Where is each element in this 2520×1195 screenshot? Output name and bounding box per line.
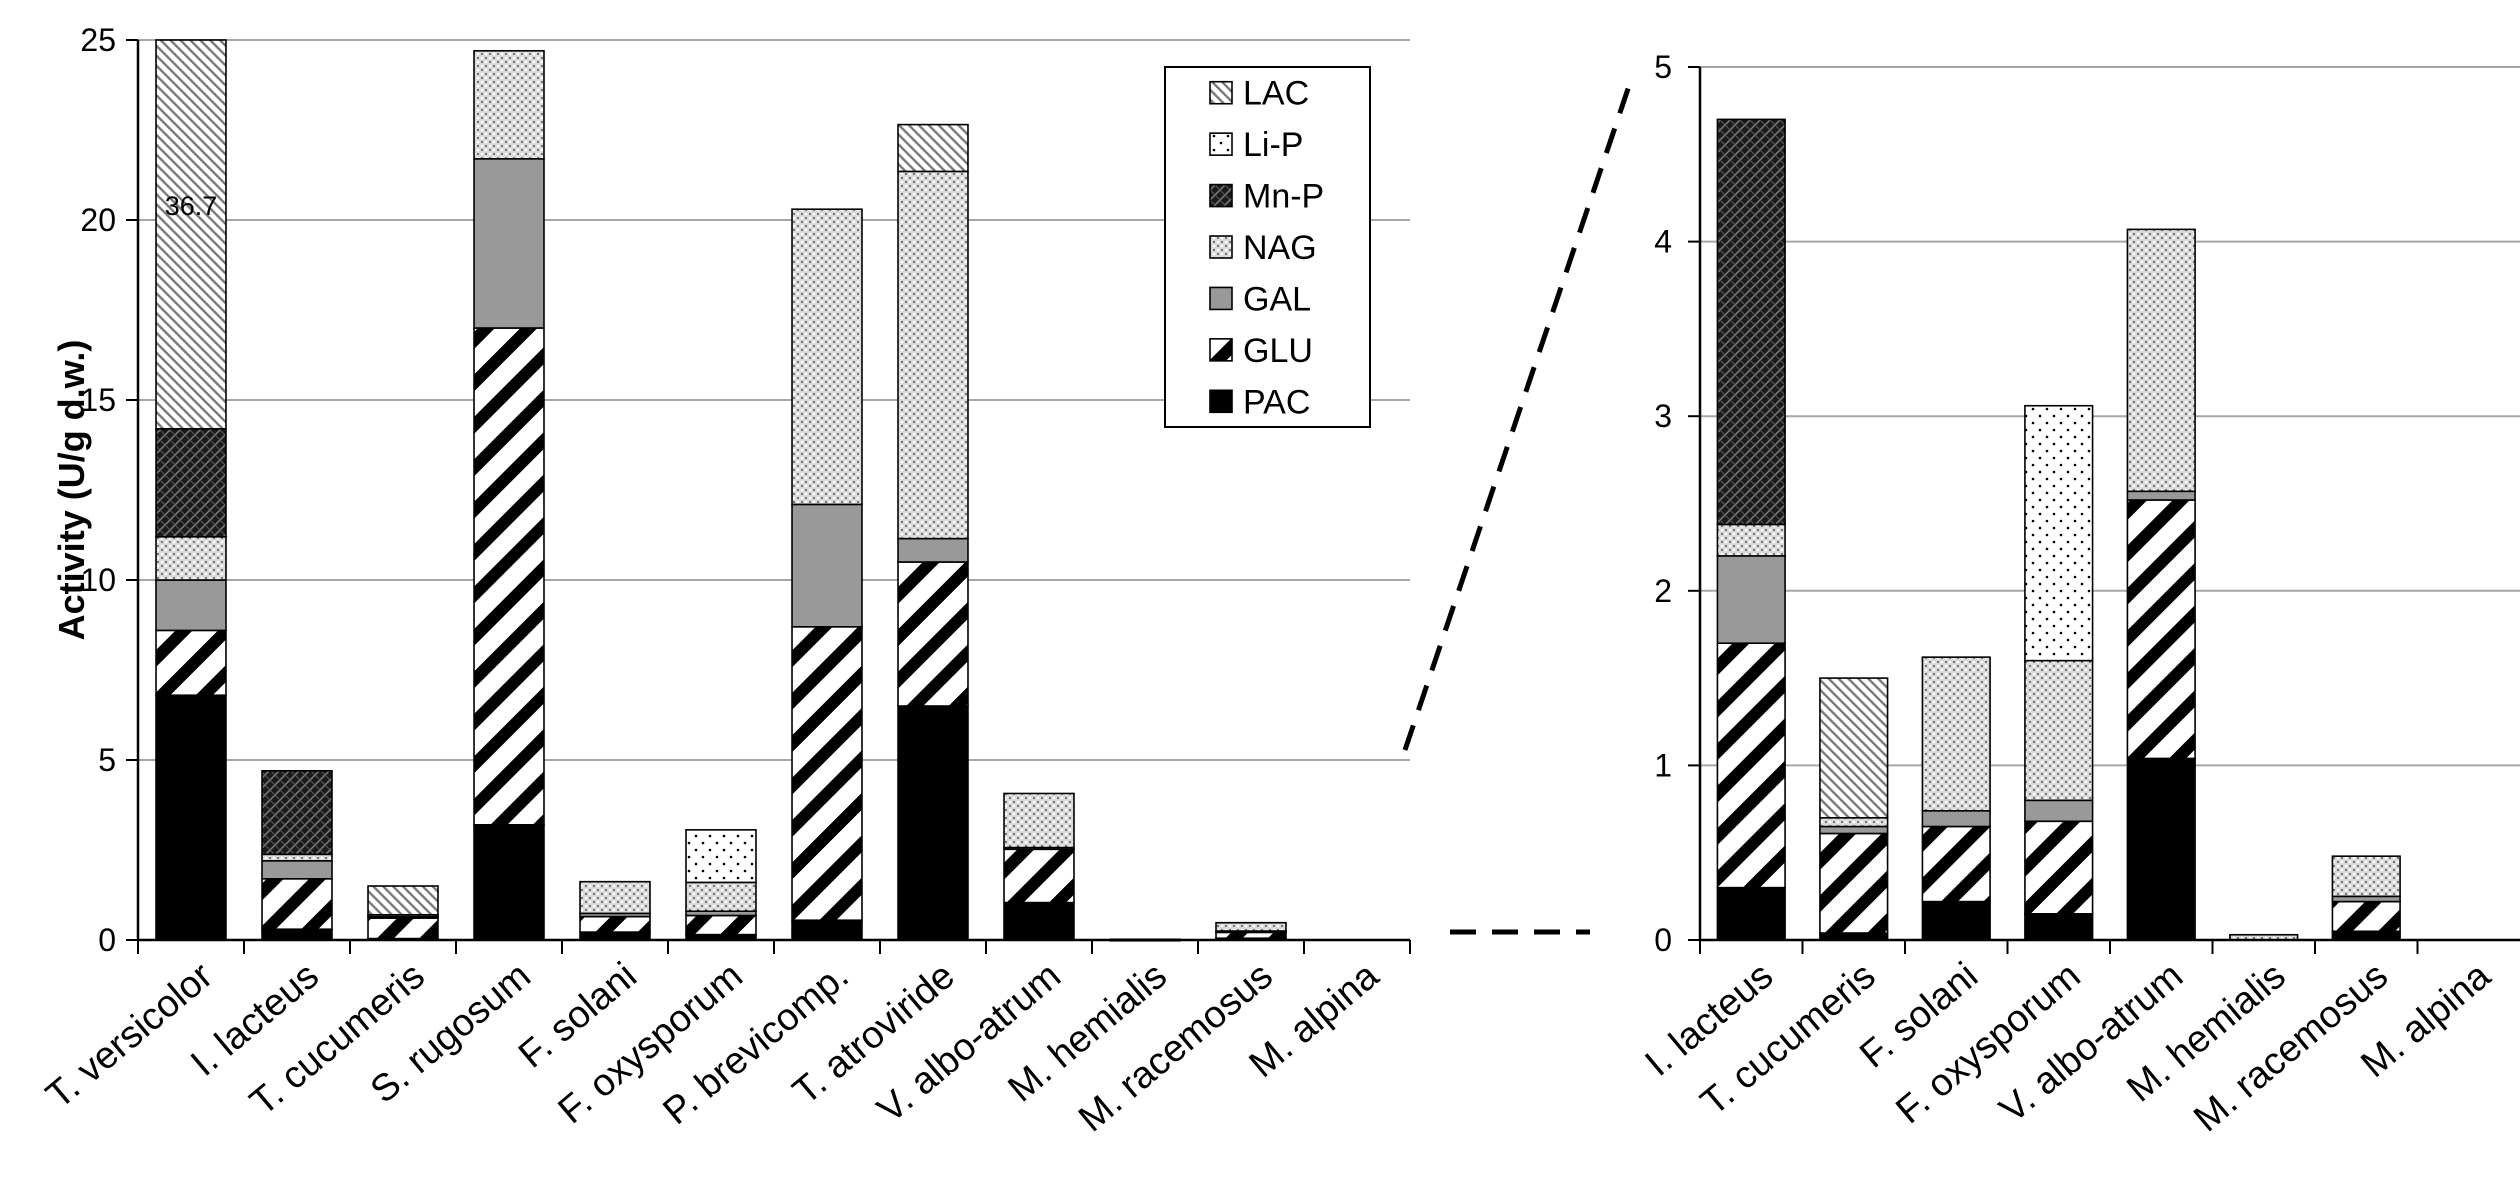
right-y-tick-label: 4	[1654, 224, 1672, 260]
left-bar-gal-p-brevicomp	[791, 503, 863, 628]
left-bar-nag-s-rugosum	[473, 49, 545, 160]
right-bar-pac-f-solani	[1921, 900, 1991, 941]
left-bar-gal-s-rugosum	[473, 158, 545, 329]
right-y-tick-label: 5	[1654, 49, 1672, 85]
right-bar-glu-i-lacteus	[1716, 642, 1786, 889]
legend-label-gal: GAL	[1243, 280, 1311, 318]
right-bar-li-p-f-oxysporum	[2024, 404, 2094, 662]
left-bar-glu-t-atroviride	[897, 561, 969, 707]
left-bar-nag-t-atroviride	[897, 170, 969, 540]
left-bar-lac-t-atroviride	[897, 123, 969, 173]
left-bar-nag-v-albo-atrum	[1003, 792, 1075, 849]
left-bar-pac-t-atroviride	[897, 705, 969, 941]
right-bar-gal-v-albo-atrum	[2126, 490, 2196, 501]
right-bar-pac-m-racemosus	[2331, 930, 2401, 941]
left-bar-gal-t-versicolor	[155, 579, 227, 632]
right-bar-glu-f-solani	[1921, 825, 1991, 903]
left-bar-gal-t-atroviride	[897, 537, 969, 563]
left-bar-mn-p-t-versicolor	[155, 427, 227, 538]
left-x-tick-label-f-oxysporum: F. oxysporum	[551, 955, 751, 1132]
left-bar-nag-p-brevicomp	[791, 208, 863, 506]
legend-swatch-lac	[1209, 80, 1233, 105]
left-bar-nag-t-versicolor	[155, 535, 227, 581]
zoom-connector-upper	[1402, 76, 1635, 751]
left-bar-glu-f-solani	[579, 915, 651, 933]
left-bar-pac-s-rugosum	[473, 823, 545, 941]
right-x-tick-label-t-cucumeris: T. cucumeris	[1693, 955, 1883, 1124]
left-bar-glu-s-rugosum	[473, 327, 545, 826]
right-bar-nag-f-solani	[1921, 656, 1991, 812]
left-y-tick-label: 10	[80, 562, 116, 598]
left-annotation-t-versicolor: 36.7	[165, 191, 218, 221]
right-bar-gal-f-oxysporum	[2024, 799, 2094, 823]
left-bar-pac-i-lacteus	[261, 928, 333, 941]
right-y-tick-label: 0	[1654, 922, 1672, 958]
left-y-tick-label: 15	[80, 382, 116, 418]
left-x-tick-label-t-versicolor: T. versicolor	[38, 955, 221, 1118]
left-bar-nag-f-oxysporum	[685, 881, 757, 913]
left-bar-pac-t-versicolor	[155, 694, 227, 941]
legend-label-lac: LAC	[1243, 75, 1309, 113]
legend-label-li-p: Li-P	[1243, 126, 1303, 164]
right-bar-glu-f-oxysporum	[2024, 820, 2094, 915]
legend-label-pac: PAC	[1243, 383, 1310, 421]
left-bar-glu-t-versicolor	[155, 629, 227, 697]
right-y-tick-label: 1	[1654, 747, 1672, 783]
right-bar-nag-f-oxysporum	[2024, 659, 2094, 802]
right-bar-glu-m-racemosus	[2331, 900, 2401, 933]
right-bar-nag-i-lacteus	[1716, 523, 1786, 557]
left-y-tick-label: 20	[80, 202, 116, 238]
right-bar-gal-f-solani	[1921, 809, 1991, 828]
right-bar-gal-i-lacteus	[1716, 555, 1786, 644]
left-bar-glu-p-brevicomp	[791, 625, 863, 921]
left-bar-glu-f-oxysporum	[685, 914, 757, 936]
right-bar-gal-t-cucumeris	[1819, 825, 1889, 835]
right-bar-nag-t-cucumeris	[1819, 816, 1889, 828]
legend-label-glu: GLU	[1243, 332, 1313, 370]
right-bar-pac-v-albo-atrum	[2126, 757, 2196, 941]
right-bar-nag-m-racemosus	[2331, 855, 2401, 898]
right-y-tick-label: 2	[1654, 573, 1672, 609]
legend-swatch-nag	[1209, 235, 1233, 259]
left-bar-nag-m-racemosus	[1215, 921, 1287, 932]
right-y-tick-label: 3	[1654, 398, 1672, 434]
legend-box	[1164, 66, 1371, 428]
right-bar-mn-p-i-lacteus	[1716, 118, 1786, 526]
legend-label-nag: NAG	[1243, 229, 1317, 267]
left-y-axis-label: Activity (U/g d.w.)	[51, 340, 92, 641]
left-bar-glu-i-lacteus	[261, 877, 333, 930]
left-bar-mn-p-i-lacteus	[261, 769, 333, 856]
legend-swatch-pac	[1209, 389, 1233, 414]
legend-swatch-mn-p	[1209, 183, 1233, 208]
legend-swatch-li-p	[1209, 132, 1233, 156]
left-bar-glu-t-cucumeris	[367, 917, 439, 940]
right-bar-glu-v-albo-atrum	[2126, 499, 2196, 760]
left-y-tick-label: 5	[98, 742, 116, 778]
legend-label-mn-p: Mn-P	[1243, 178, 1324, 216]
left-bar-nag-f-solani	[579, 880, 651, 915]
right-bar-pac-i-lacteus	[1716, 886, 1786, 941]
left-bar-nag-i-lacteus	[261, 853, 333, 862]
left-bar-lac-t-versicolor	[155, 39, 227, 430]
left-y-tick-label: 0	[98, 922, 116, 958]
left-x-tick-label-v-albo-atrum: V. albo-atrum	[870, 955, 1069, 1132]
left-bar-pac-p-brevicomp	[791, 919, 863, 941]
left-bar-gal-i-lacteus	[261, 859, 333, 880]
left-bar-glu-v-albo-atrum	[1003, 848, 1075, 904]
left-x-tick-label-p-brevicomp: P. brevicomp.	[656, 955, 857, 1133]
legend-swatch-gal	[1209, 286, 1233, 311]
legend-swatch-glu	[1209, 338, 1233, 362]
right-bar-glu-t-cucumeris	[1819, 832, 1889, 934]
right-bar-lac-t-cucumeris	[1819, 677, 1889, 819]
left-bar-lac-t-cucumeris	[367, 885, 439, 916]
left-bar-li-p-f-oxysporum	[685, 829, 757, 884]
left-bar-pac-v-albo-atrum	[1003, 901, 1075, 941]
right-bar-nag-v-albo-atrum	[2126, 228, 2196, 493]
right-bar-pac-f-oxysporum	[2024, 913, 2094, 941]
left-y-tick-label: 25	[80, 22, 116, 58]
